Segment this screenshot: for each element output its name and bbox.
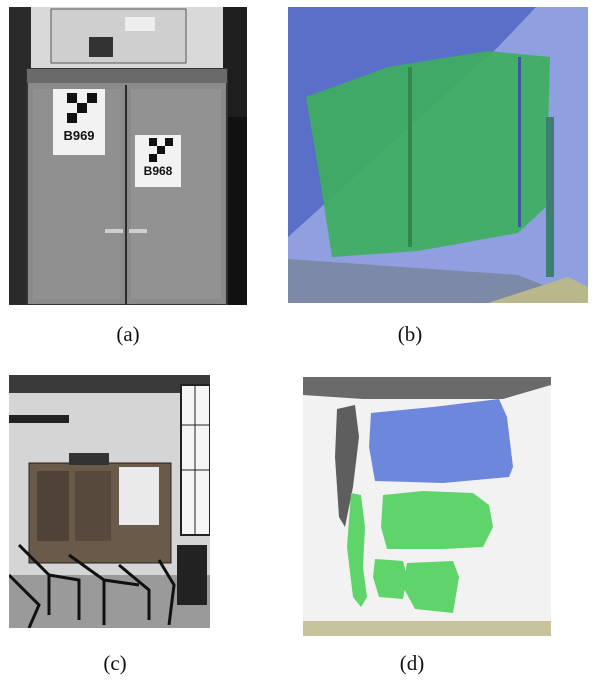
panel-c-photo xyxy=(9,375,210,628)
caption-c: (c) xyxy=(103,651,127,675)
panel-d-segmentation xyxy=(303,377,551,636)
panel-a-photo: B969 B968 xyxy=(9,7,247,305)
panel-b-segmentation xyxy=(288,7,588,303)
marker-b968-label: B968 xyxy=(144,164,173,178)
marker-b969-label: B969 xyxy=(63,128,94,143)
caption-b: (b) xyxy=(397,322,423,346)
marker-b969: B969 xyxy=(53,89,105,155)
marker-b968: B968 xyxy=(135,135,181,187)
caption-a: (a) xyxy=(116,322,140,346)
caption-d: (d) xyxy=(399,651,425,675)
